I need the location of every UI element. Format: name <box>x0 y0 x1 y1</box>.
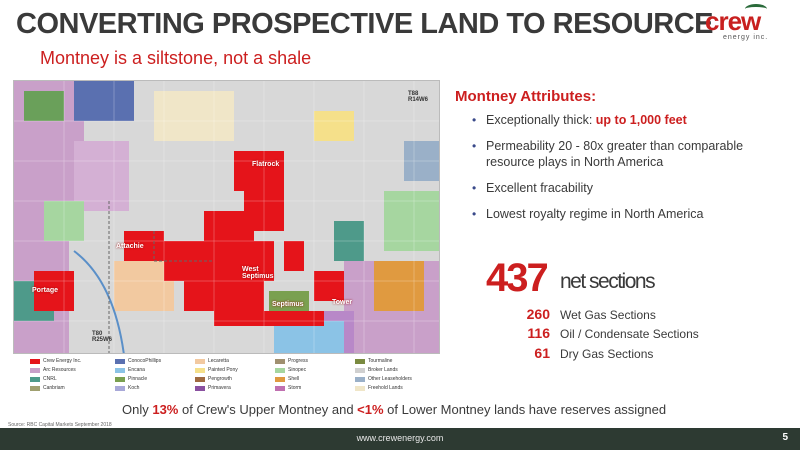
legend-label: Progress <box>288 358 309 364</box>
map-label-flatrock: Flatrock <box>252 161 280 168</box>
reserves-statement: Only 13% of Crew's Upper Montney and <1%… <box>122 402 667 417</box>
legend-label: Encana <box>128 367 145 373</box>
attribute-item: • Lowest royalty regime in North America <box>472 207 704 221</box>
page-number: 5 <box>782 432 788 443</box>
legend-item: Pengrowth <box>195 376 232 382</box>
legend-swatch <box>30 358 40 364</box>
legend-label: Storm <box>288 385 302 391</box>
legend-item: Primavera <box>195 385 231 391</box>
legend-swatch <box>115 376 125 382</box>
legend-label: Pinnacle <box>128 376 148 382</box>
legend-item: Canbriam <box>30 385 65 391</box>
legend-swatch <box>275 358 285 364</box>
legend-item: Painted Pony <box>195 367 238 373</box>
map-label-septimus: Septimus <box>272 301 304 308</box>
land-map: Flatrock Attachie West Septimus Septimus… <box>13 80 440 354</box>
legend-label: Primavera <box>208 385 231 391</box>
legend-label: CNRL <box>43 376 57 382</box>
legend-swatch <box>115 367 125 373</box>
legend-item: Tourmaline <box>355 358 392 364</box>
map-label-west-septimus: West Septimus <box>242 266 274 280</box>
legend-label: Sinopec <box>288 367 307 373</box>
legend-item: Freehold Lands <box>355 385 403 391</box>
legend-item: Encana <box>115 367 145 373</box>
attributes-list: • Exceptionally thick: up to 1,000 feet •… <box>466 112 791 232</box>
legend-label: Lecaretta <box>208 358 229 364</box>
legend-item: ConocoPhillips <box>115 358 161 364</box>
legend-item: Crew Energy Inc. <box>30 358 81 364</box>
legend-item: Broker Lands <box>355 367 398 373</box>
attribute-item: • Excellent fracability <box>472 181 593 195</box>
footer-url[interactable]: www.crewenergy.com <box>356 433 444 443</box>
legend-label: Tourmaline <box>368 358 393 364</box>
legend-swatch <box>275 367 285 373</box>
total-sections-label: net sections <box>560 270 656 293</box>
legend-label: Pengrowth <box>208 376 232 382</box>
source-note: Source: RBC Capital Markets September 20… <box>8 422 112 428</box>
legend-swatch <box>30 385 40 391</box>
bullet-icon: • <box>472 181 477 195</box>
map-label-attachie: Attachie <box>116 243 144 250</box>
legend-label: Broker Lands <box>368 367 398 373</box>
footer-bar: www.crewenergy.com 5 <box>0 428 800 450</box>
bullet-icon: • <box>472 113 477 127</box>
attribute-item: • Exceptionally thick: up to 1,000 feet <box>472 113 687 127</box>
legend-swatch <box>195 385 205 391</box>
logo-subtext: energy inc. <box>723 34 769 41</box>
upper-montney-pct: 13% <box>152 402 179 417</box>
section-row-dry-gas: 61 Dry Gas Sections <box>534 345 654 361</box>
page-title: CONVERTING PROSPECTIVE LAND TO RESOURCE <box>16 8 714 40</box>
map-label-t88: T88 R14W6 <box>408 91 429 103</box>
legend-swatch <box>275 385 285 391</box>
legend-swatch <box>275 376 285 382</box>
logo-arc-icon <box>745 4 767 14</box>
legend-item: Pinnacle <box>115 376 147 382</box>
legend-swatch <box>355 367 365 373</box>
legend-label: Freehold Lands <box>368 385 403 391</box>
legend-label: Painted Pony <box>208 367 238 373</box>
legend-label: Arc Resources <box>43 367 76 373</box>
lower-montney-pct: <1% <box>357 402 384 417</box>
logo-word: crew <box>705 6 761 36</box>
map-label-portage: Portage <box>32 287 59 294</box>
legend-item: Arc Resources <box>30 367 76 373</box>
page-subtitle: Montney is a siltstone, not a shale <box>40 48 312 68</box>
legend-swatch <box>355 358 365 364</box>
legend-swatch <box>30 367 40 373</box>
land-map-graphic <box>14 81 439 353</box>
legend-item: Shell <box>275 376 299 382</box>
bullet-icon: • <box>472 139 477 153</box>
legend-item: Sinopec <box>275 367 306 373</box>
legend-item: Lecaretta <box>195 358 229 364</box>
legend-swatch <box>115 385 125 391</box>
legend-swatch <box>355 376 365 382</box>
legend-label: Crew Energy Inc. <box>43 358 82 364</box>
attribute-item: • Permeability 20 - 80x greater than comp… <box>472 139 744 169</box>
legend-item: CNRL <box>30 376 57 382</box>
section-row-oil: 116 Oil / Condensate Sections <box>527 325 699 341</box>
legend-swatch <box>195 358 205 364</box>
legend-item: Other Leaseholders <box>355 376 412 382</box>
legend-swatch <box>195 367 205 373</box>
legend-label: Canbriam <box>43 385 65 391</box>
legend-swatch <box>195 376 205 382</box>
legend-label: Other Leaseholders <box>368 376 412 382</box>
legend-label: ConocoPhillips <box>128 358 162 364</box>
legend-item: Koch <box>115 385 139 391</box>
map-legend: Crew Energy Inc. Arc Resources CNRL Canbria… <box>30 358 440 398</box>
legend-swatch <box>355 385 365 391</box>
legend-swatch <box>30 376 40 382</box>
legend-item: Progress <box>275 358 308 364</box>
section-row-wet-gas: 260 Wet Gas Sections <box>526 306 656 322</box>
legend-swatch <box>115 358 125 364</box>
total-sections-number: 437 <box>486 256 549 300</box>
legend-item: Storm <box>275 385 301 391</box>
crew-logo: crew energy inc. <box>705 4 785 46</box>
legend-label: Koch <box>128 385 140 391</box>
attributes-heading: Montney Attributes: <box>455 88 597 105</box>
map-label-t80: T80 R25W6 <box>92 331 113 343</box>
map-label-tower: Tower <box>332 299 353 306</box>
legend-label: Shell <box>288 376 300 382</box>
bullet-icon: • <box>472 207 477 221</box>
